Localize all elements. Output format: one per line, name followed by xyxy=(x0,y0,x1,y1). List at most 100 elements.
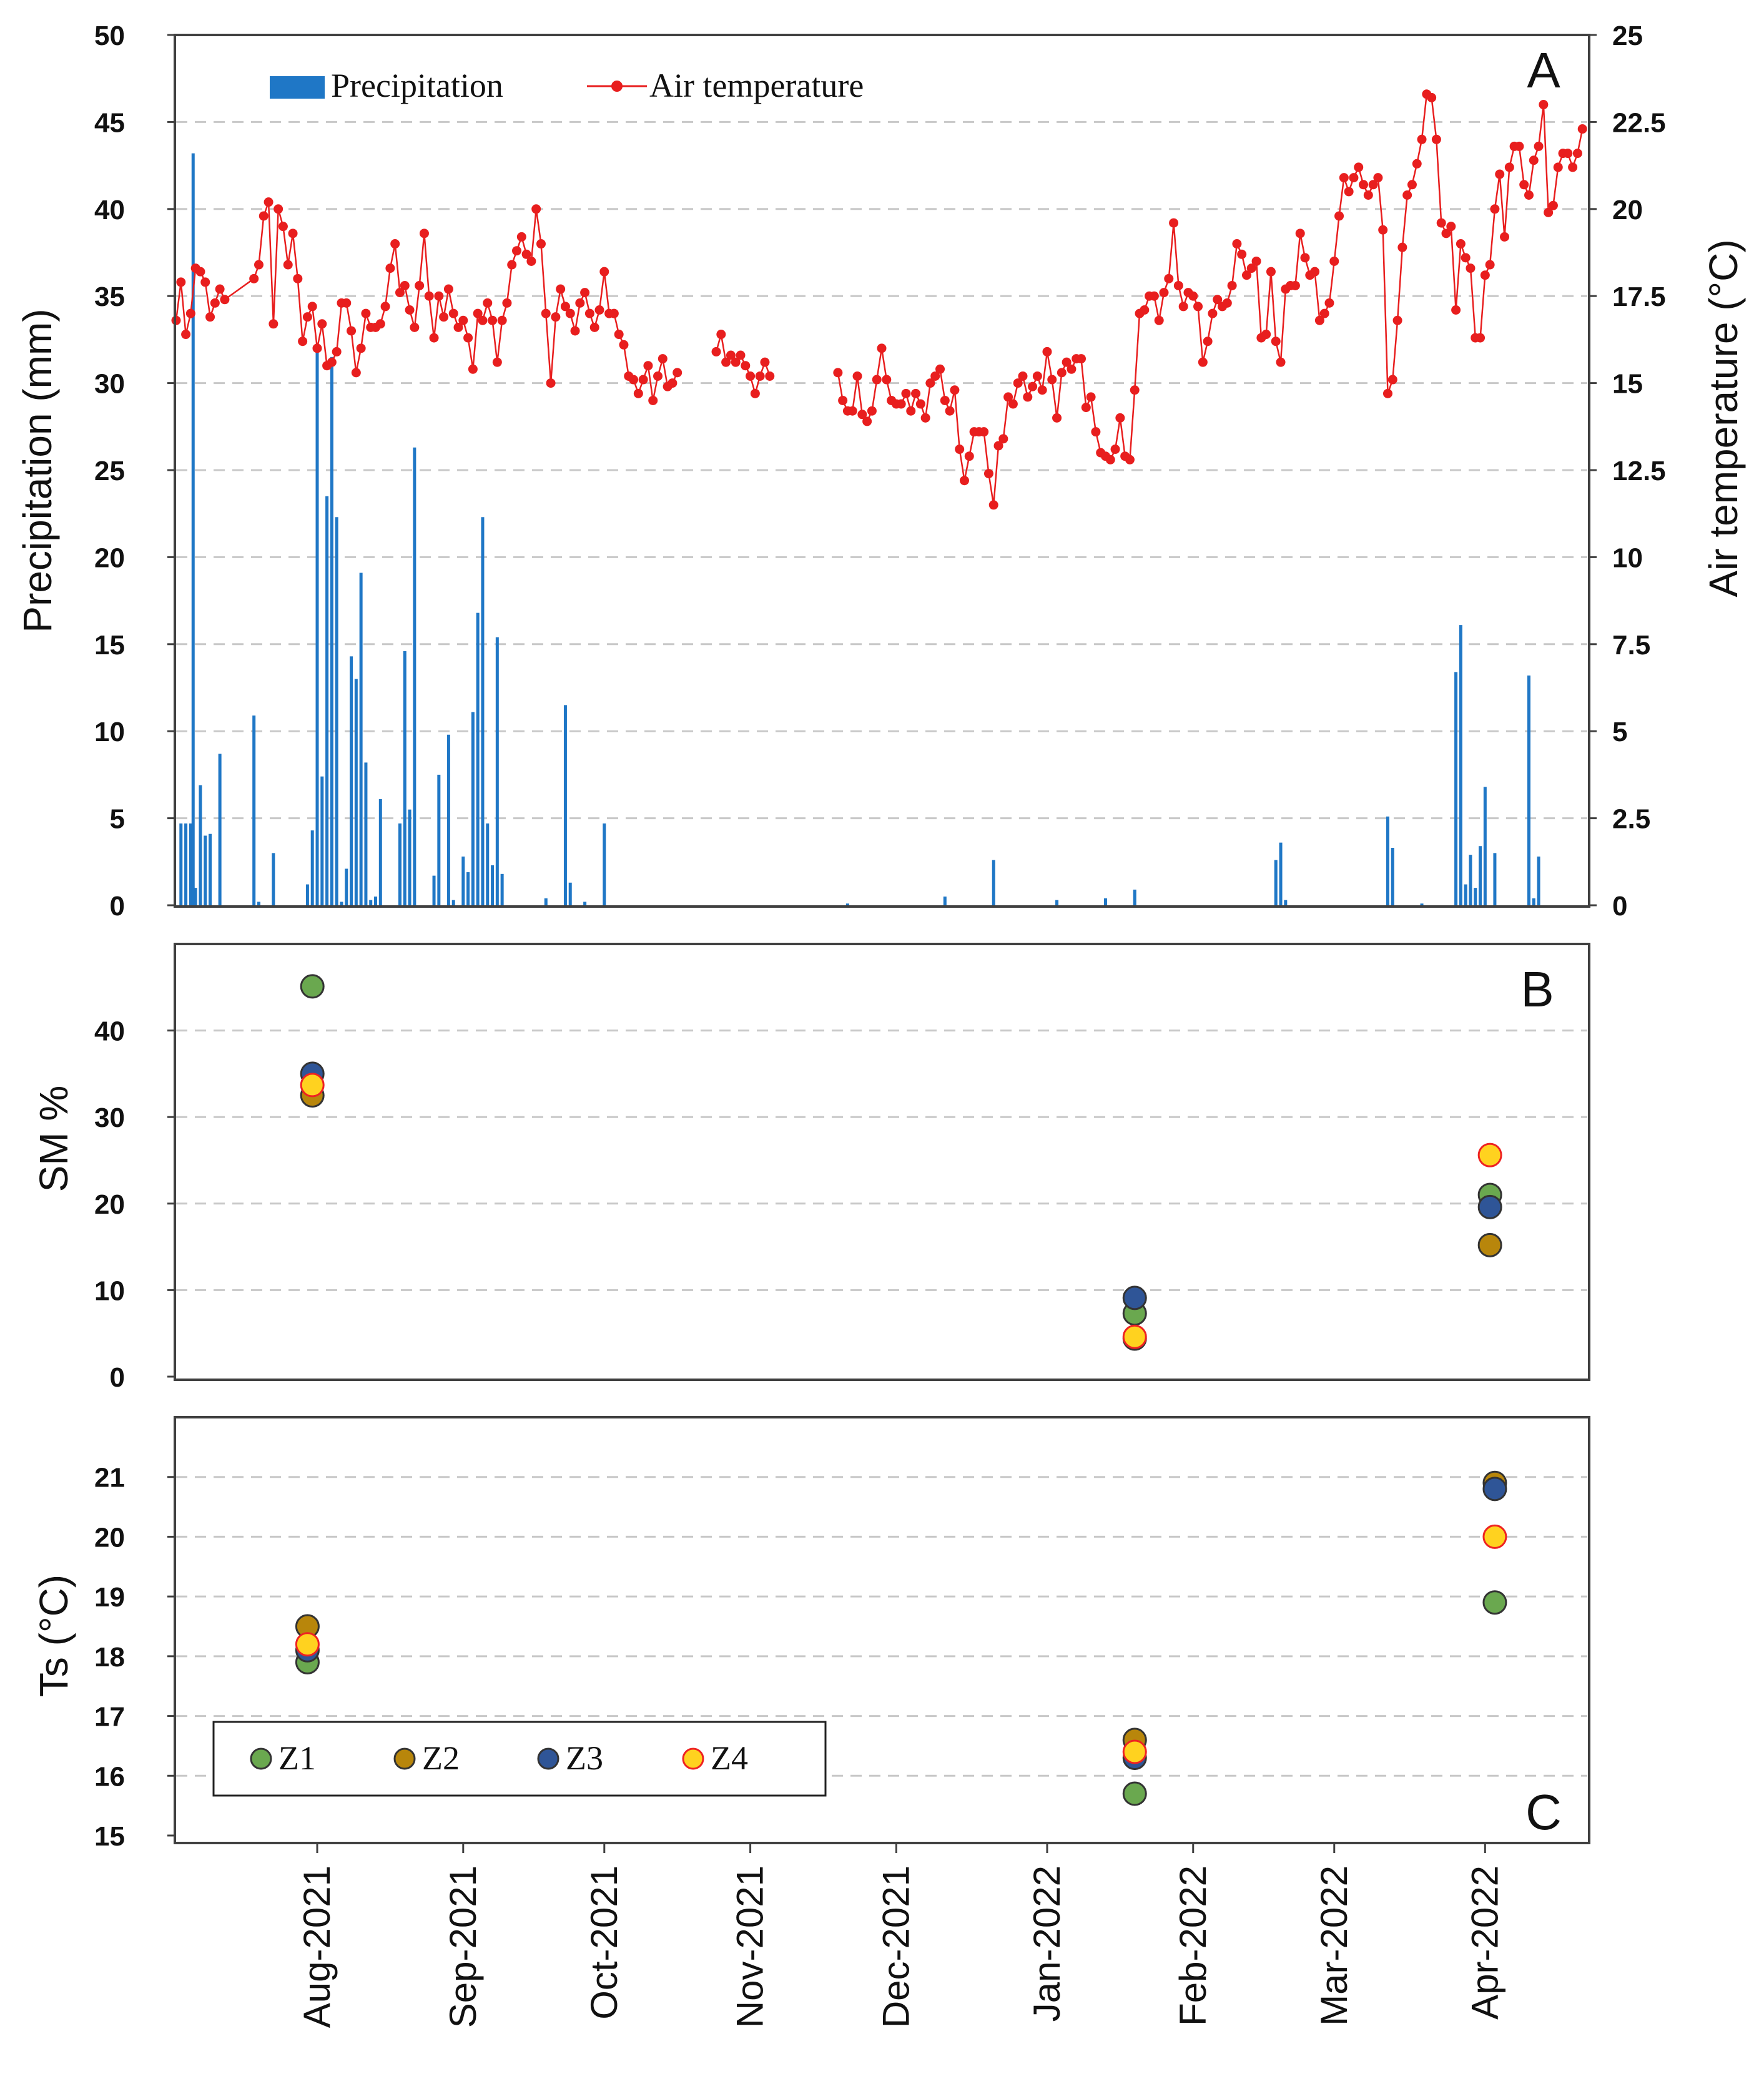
precipitation-bar xyxy=(398,823,402,905)
precipitation-bar xyxy=(1532,898,1535,905)
temperature-point xyxy=(512,246,522,256)
precipitation-bar xyxy=(218,754,222,905)
temperature-point xyxy=(833,368,843,378)
tick-label: 50 xyxy=(94,21,125,51)
point-z4 xyxy=(300,1073,325,1098)
precipitation-bar xyxy=(1103,898,1107,905)
temperature-point xyxy=(1271,337,1281,347)
tick-label: 25 xyxy=(94,456,125,486)
precipitation-bar xyxy=(486,823,490,905)
panel-c-legend: Z1 Z2 Z3 Z4 xyxy=(212,1721,827,1797)
temperature-point xyxy=(906,406,916,416)
temperature-point xyxy=(1295,229,1305,238)
temperature-point xyxy=(1378,225,1388,235)
panel-b-gridlines xyxy=(176,1030,1587,1291)
point-z1 xyxy=(1482,1590,1507,1615)
temperature-point xyxy=(1539,100,1549,110)
precipitation-bar xyxy=(345,868,348,905)
temperature-point xyxy=(288,229,298,238)
temperature-point xyxy=(1329,256,1339,266)
temperature-point xyxy=(1534,141,1544,151)
temperature-point xyxy=(1125,455,1135,464)
legend-box xyxy=(212,1721,827,1797)
panel-c-ylabel: Ts (°C) xyxy=(31,1575,76,1697)
precipitation-bars xyxy=(179,153,1540,906)
temperature-point xyxy=(220,295,230,305)
point-z4 xyxy=(295,1632,320,1657)
temperature-point xyxy=(273,204,283,214)
precipitation-bar xyxy=(491,865,495,905)
temperature-point xyxy=(750,388,760,398)
precipitation-bar xyxy=(403,651,407,905)
temperature-point xyxy=(755,371,765,381)
temperature-point xyxy=(1476,333,1486,343)
temperature-point xyxy=(307,302,317,312)
temperature-point xyxy=(1451,305,1461,315)
temperature-point xyxy=(711,347,721,356)
temperature-point xyxy=(1266,267,1276,277)
panel-b-points xyxy=(300,974,1502,1351)
precipitation-bar xyxy=(364,762,368,905)
precipitation-bar xyxy=(189,823,192,905)
legend-label-z2: Z2 xyxy=(422,1739,460,1777)
panel-c-axis: 15 16 17 18 19 20 21 xyxy=(94,1463,175,1852)
precipitation-bar xyxy=(335,517,338,905)
temperature-point xyxy=(1018,371,1028,381)
precipitation-bar xyxy=(325,496,329,905)
temperature-point xyxy=(415,280,425,290)
precipitation-bar xyxy=(204,835,207,905)
temperature-point xyxy=(347,326,357,336)
precipitation-bar xyxy=(320,776,324,905)
temperature-point xyxy=(1023,392,1033,402)
precipitation-bar xyxy=(1274,860,1278,905)
precipitation-bar xyxy=(1493,853,1497,905)
tick-label: 19 xyxy=(94,1582,125,1613)
panel-c-frame xyxy=(174,1416,1590,1844)
temperature-point xyxy=(1319,308,1329,318)
precipitation-bar xyxy=(1483,787,1487,905)
precipitation-bar xyxy=(943,897,947,905)
temperature-point xyxy=(638,375,648,385)
legend-label-z3: Z3 xyxy=(566,1739,603,1777)
temperature-point xyxy=(609,308,619,318)
temperature-point xyxy=(1397,242,1407,252)
temperature-point xyxy=(424,291,434,301)
temperature-point xyxy=(1314,315,1324,325)
temperature-point xyxy=(351,368,361,378)
precipitation-bar xyxy=(568,882,572,905)
temperature-point xyxy=(507,260,517,270)
temperature-point xyxy=(536,239,546,249)
tick-label: 40 xyxy=(94,195,125,225)
temperature-point xyxy=(955,445,965,455)
precipitation-bar xyxy=(305,884,309,905)
temperature-point xyxy=(1091,427,1101,437)
precipitation-bar xyxy=(1284,900,1288,905)
precipitation-bar xyxy=(1133,889,1136,905)
temperature-point xyxy=(546,378,556,388)
tick-label: 12.5 xyxy=(1612,456,1666,486)
temperature-point xyxy=(375,319,385,329)
temperature-point xyxy=(1169,218,1179,228)
temperature-point xyxy=(930,371,940,381)
temperature-point xyxy=(1008,399,1018,409)
temperature-point xyxy=(1436,218,1446,228)
temperature-point xyxy=(1261,330,1271,340)
temperature-point xyxy=(468,364,478,374)
temperature-point xyxy=(1193,302,1203,312)
temperature-point xyxy=(1037,385,1047,395)
month-label: Sep-2021 xyxy=(442,1865,484,2028)
panel-a-letter: A xyxy=(1527,42,1560,98)
point-z1 xyxy=(300,974,325,999)
temperature-point xyxy=(1032,371,1042,381)
precipitation-bar xyxy=(481,517,485,905)
temperature-point xyxy=(1382,388,1392,398)
panel-c-points xyxy=(295,1470,1507,1806)
precipitation-bar xyxy=(471,712,475,905)
precipitation-bar xyxy=(544,898,548,905)
legend-marker-z4 xyxy=(682,1747,704,1770)
precipitation-bar xyxy=(1469,855,1472,905)
temperature-point xyxy=(385,263,395,273)
x-axis-months: Aug-2021 Sep-2021 Oct-2021 Nov-2021 Dec-2021… xyxy=(296,1843,1505,2028)
temperature-point xyxy=(1529,155,1539,165)
